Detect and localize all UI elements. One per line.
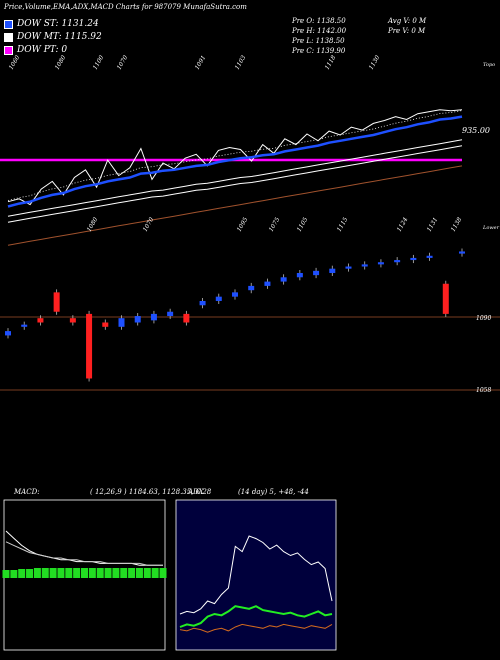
pre-volume: Pre V: 0 M (388, 27, 426, 35)
macd-series-signal (5, 541, 163, 566)
macd-histogram-bar (88, 568, 96, 578)
avg-volume: Avg V: 0 M (388, 17, 427, 25)
candle-body (134, 316, 141, 323)
macd-histogram-bar (2, 570, 10, 578)
candle-body (86, 313, 93, 379)
candle-body (410, 257, 417, 261)
adx-label: ADX (188, 488, 204, 496)
candle-body (215, 296, 222, 301)
macd-histogram-bar (26, 569, 34, 578)
macd-histogram-bar (81, 568, 88, 578)
macd-histogram-bar (73, 568, 81, 578)
macd-histogram-bar (143, 568, 151, 578)
candle-body (248, 285, 255, 291)
macd-histogram-bar (112, 568, 120, 578)
legend-dow-mt: DOW MT: 1115.92 (4, 31, 102, 43)
macd-histogram-bar (49, 568, 57, 578)
legend-swatch-st (4, 19, 13, 29)
series-ema_mid (7, 139, 463, 217)
macd-histogram-bar (33, 568, 41, 578)
right-level-1058: 1058 (476, 387, 492, 394)
candle-body (361, 264, 368, 267)
ohlc-high: Pre H: 1142.00 (292, 27, 347, 35)
legend-dow-st: DOW ST: 1131.24 (4, 18, 99, 30)
candle-body (69, 318, 76, 323)
candle-body (426, 255, 433, 258)
candle-body (118, 318, 125, 327)
series-price (7, 109, 463, 206)
candle-body (183, 313, 190, 323)
candle-body (313, 270, 320, 276)
series-ema-mid-band (7, 145, 463, 223)
candle-body (53, 292, 60, 312)
macd-histogram-bar (57, 568, 65, 578)
price-label: 935.00 (462, 126, 490, 135)
ohlc-low: Pre L: 1138.50 (292, 37, 345, 45)
macd-histogram-bar (65, 568, 73, 578)
right-level-1090: 1090 (476, 315, 492, 322)
series-ema_short (7, 115, 463, 208)
candle-body (264, 281, 271, 286)
candle-body (21, 324, 28, 327)
candle-body (102, 322, 109, 327)
ohlc-close: Pre C: 1139.90 (292, 47, 346, 55)
candle-body (394, 260, 401, 263)
candle-body (296, 272, 303, 278)
candle-body (5, 331, 11, 336)
macd-histogram-bar (96, 568, 104, 578)
macd-histogram-bar (10, 570, 18, 578)
legend-label-st: DOW ST: 1131.24 (17, 19, 99, 29)
macd-histogram-bar (120, 568, 128, 578)
legend-label-pt: DOW PT: 0 (17, 45, 68, 55)
macd-label: MACD: (14, 488, 40, 496)
macd-histogram-bar (104, 568, 112, 578)
candle-body (280, 277, 287, 282)
series-dotted (7, 110, 463, 201)
adx-frame (175, 499, 337, 651)
macd-histogram-bar (128, 568, 136, 578)
candle-body (329, 268, 336, 273)
candle-body (459, 251, 465, 254)
legend-swatch-mt (4, 32, 13, 42)
chart-title: Price,Volume,EMA,ADX,MACD Charts for 987… (4, 3, 247, 11)
macd-histogram-bar (41, 568, 49, 578)
macd-histogram-bar (18, 569, 26, 578)
macd-histogram-bar (135, 568, 143, 578)
macd-values: ( 12,26,9 ) 1184.63, 1128.35, 6.28 (90, 488, 212, 496)
legend-label-mt: DOW MT: 1115.92 (17, 32, 102, 42)
adx-values: (14 day) 5, +48, -44 (238, 488, 309, 496)
candle-body (377, 262, 384, 265)
lower-right-label: Lower (483, 225, 499, 231)
candle-body (199, 300, 206, 306)
adx-series-minus_di (179, 623, 333, 633)
candle-body (37, 318, 44, 323)
adx-series-plus_di (179, 605, 333, 628)
adx-series-adx (179, 535, 333, 615)
ohlc-open: Pre O: 1138.50 (292, 17, 346, 25)
series-ema_long (7, 165, 463, 246)
macd-histogram-bar (159, 568, 167, 578)
candle-body (150, 313, 157, 321)
candle-body (345, 266, 352, 269)
candle-body (167, 311, 174, 317)
candle-body (442, 283, 449, 314)
legend-dow-pt: DOW PT: 0 (4, 44, 67, 56)
macd-histogram-bar (151, 568, 159, 578)
legend-swatch-pt (4, 45, 13, 55)
top-right-label: Topo (483, 62, 496, 68)
candle-body (232, 292, 238, 297)
